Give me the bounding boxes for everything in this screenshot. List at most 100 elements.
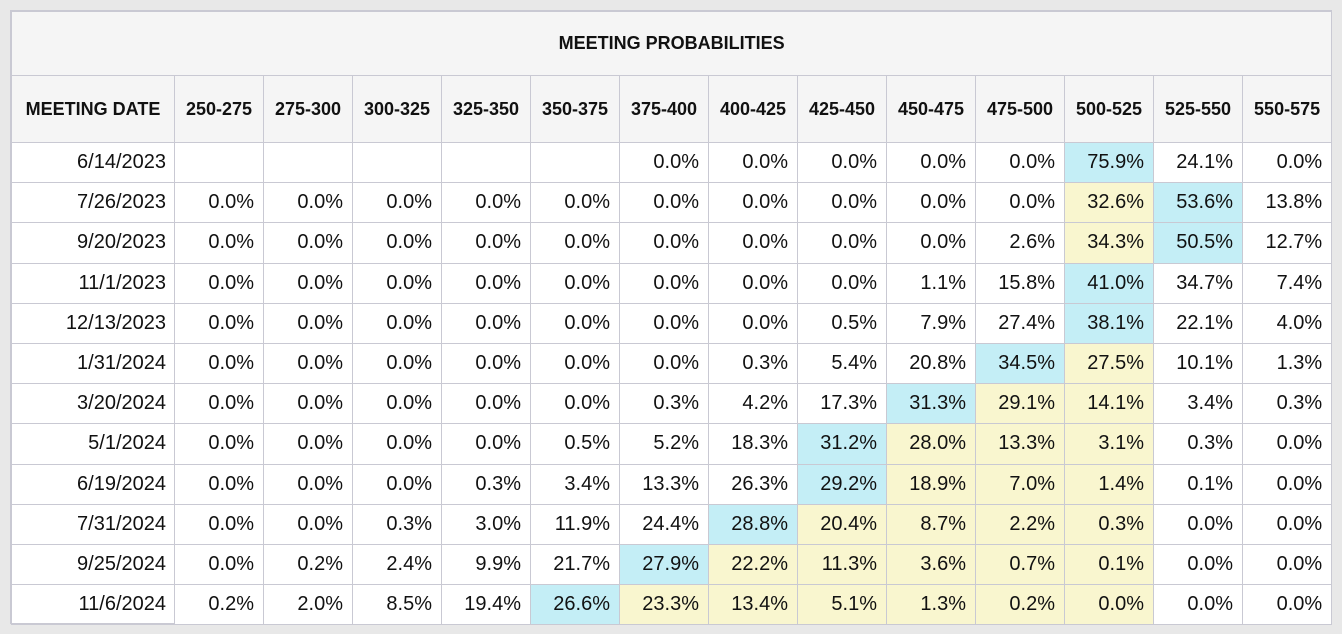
- probability-cell: 0.0%: [1241, 503, 1333, 545]
- probability-cell: 0.0%: [530, 222, 620, 264]
- probability-cell: 0.0%: [886, 182, 976, 224]
- probability-cell: 27.9%: [619, 543, 709, 586]
- meeting-date-cell: 7/26/2023: [11, 182, 175, 224]
- probability-cell: 13.4%: [708, 584, 798, 626]
- column-header-300-325: 300-325: [352, 75, 442, 143]
- probability-cell: 0.3%: [708, 342, 798, 385]
- table-row: 5/1/2024 0.0% 0.0% 0.0% 0.0% 0.5% 5.2% 18.3% 31.…: [11, 423, 1333, 465]
- probability-cell: 0.0%: [530, 383, 620, 425]
- table-row: 11/6/2024 0.2% 2.0% 8.5% 19.4% 26.6% 23.3% 13.4…: [11, 584, 1333, 626]
- probability-cell: 0.0%: [441, 262, 531, 304]
- probability-cell: 0.1%: [1064, 543, 1154, 586]
- probability-cell: 0.0%: [263, 222, 353, 264]
- probability-cell: 24.1%: [1153, 141, 1243, 184]
- probability-cell: 3.4%: [1153, 383, 1243, 425]
- probability-cell: 29.1%: [975, 383, 1065, 425]
- probability-cell: 0.0%: [352, 262, 442, 304]
- probability-cell: 0.0%: [352, 423, 442, 465]
- probability-cell: 0.0%: [530, 262, 620, 304]
- probability-cell: 15.8%: [975, 262, 1065, 304]
- probability-cell: 4.0%: [1241, 302, 1333, 344]
- probability-cell: 1.4%: [1064, 463, 1154, 505]
- meeting-date-cell: 5/1/2024: [11, 423, 175, 465]
- probability-cell: 34.5%: [975, 342, 1065, 385]
- meeting-date-cell: 1/31/2024: [11, 342, 175, 385]
- probability-cell: 0.0%: [174, 503, 264, 545]
- probability-cell: 0.0%: [530, 302, 620, 344]
- meeting-date-cell: 9/20/2023: [11, 222, 175, 264]
- probability-cell: 0.0%: [708, 141, 798, 184]
- probability-cell: 0.0%: [619, 342, 709, 385]
- probability-cell: 26.3%: [708, 463, 798, 505]
- probability-cell: 0.0%: [352, 182, 442, 224]
- probability-cell: 32.6%: [1064, 182, 1154, 224]
- meeting-date-cell: 9/25/2024: [11, 543, 175, 586]
- column-header-400-425: 400-425: [708, 75, 798, 143]
- probability-cell: 0.0%: [263, 302, 353, 344]
- probability-cell: [352, 141, 442, 184]
- probability-cell: 14.1%: [1064, 383, 1154, 425]
- probability-cell: 11.9%: [530, 503, 620, 545]
- meeting-date-cell: 6/19/2024: [11, 463, 175, 505]
- column-header-425-450: 425-450: [797, 75, 887, 143]
- probability-cell: 0.0%: [174, 463, 264, 505]
- column-header-525-550: 525-550: [1153, 75, 1243, 143]
- probability-cell: 0.0%: [619, 262, 709, 304]
- title-row: MEETING PROBABILITIES: [10, 11, 1333, 76]
- probability-cell: 2.2%: [975, 503, 1065, 545]
- meeting-date-cell: 12/13/2023: [11, 302, 175, 344]
- probability-cell: 0.3%: [1153, 423, 1243, 465]
- probability-cell: 17.3%: [797, 383, 887, 425]
- table-row: 6/14/2023 0.0% 0.0% 0.0% 0.0% 0.0% 75.9% 24.1% 0…: [11, 141, 1333, 184]
- probability-cell: 0.0%: [619, 222, 709, 264]
- probability-cell: 0.3%: [1241, 383, 1333, 425]
- probability-cell: 0.0%: [174, 302, 264, 344]
- probability-cell: 22.1%: [1153, 302, 1243, 344]
- table-body: 6/14/2023 0.0% 0.0% 0.0% 0.0% 0.0% 75.9% 24.1% 0…: [11, 141, 1333, 626]
- column-header-475-500: 475-500: [975, 75, 1065, 143]
- probability-cell: 0.0%: [441, 182, 531, 224]
- probability-cell: 34.7%: [1153, 262, 1243, 304]
- probability-cell: 0.5%: [797, 302, 887, 344]
- probability-cell: 0.0%: [352, 222, 442, 264]
- probability-cell: 0.0%: [1241, 584, 1333, 626]
- probability-cell: 31.3%: [886, 383, 976, 425]
- probability-cell: 0.3%: [441, 463, 531, 505]
- probability-cell: 0.0%: [797, 141, 887, 184]
- column-header-325-350: 325-350: [441, 75, 531, 143]
- probability-cell: 5.4%: [797, 342, 887, 385]
- column-header-500-525: 500-525: [1064, 75, 1154, 143]
- probability-cell: 0.0%: [263, 262, 353, 304]
- probability-cell: 0.0%: [441, 302, 531, 344]
- probability-cell: 27.5%: [1064, 342, 1154, 385]
- probability-cell: 26.6%: [530, 584, 620, 626]
- table-title: MEETING PROBABILITIES: [10, 11, 1333, 76]
- column-header-450-475: 450-475: [886, 75, 976, 143]
- probability-cell: 0.0%: [530, 182, 620, 224]
- probability-cell: 13.8%: [1241, 182, 1333, 224]
- meeting-probabilities-table: MEETING PROBABILITIES MEETING DATE 250-2…: [10, 11, 1333, 626]
- probability-cell: 0.0%: [441, 222, 531, 264]
- probability-cell: 0.0%: [352, 302, 442, 344]
- probability-cell: 0.0%: [174, 383, 264, 425]
- probability-cell: 20.8%: [886, 342, 976, 385]
- probability-cell: 0.2%: [263, 543, 353, 586]
- probability-cell: 0.0%: [263, 182, 353, 224]
- probability-cell: [441, 141, 531, 184]
- table-row: 7/26/2023 0.0% 0.0% 0.0% 0.0% 0.0% 0.0% 0.0% 0.0…: [11, 182, 1333, 224]
- probability-cell: 0.3%: [619, 383, 709, 425]
- probability-cell: 0.0%: [441, 342, 531, 385]
- probability-cell: 7.4%: [1241, 262, 1333, 304]
- probability-cell: 28.8%: [708, 503, 798, 545]
- table-row: 9/25/2024 0.0% 0.2% 2.4% 9.9% 21.7% 27.9% 22.2%…: [11, 543, 1333, 586]
- column-header-275-300: 275-300: [263, 75, 353, 143]
- probability-cell: 18.9%: [886, 463, 976, 505]
- table-row: 3/20/2024 0.0% 0.0% 0.0% 0.0% 0.0% 0.3% 4.2% 17.…: [11, 383, 1333, 425]
- probability-cell: 0.0%: [1153, 503, 1243, 545]
- probability-cell: 22.2%: [708, 543, 798, 586]
- meeting-date-cell: 11/6/2024: [11, 584, 175, 626]
- probability-cell: 4.2%: [708, 383, 798, 425]
- probability-cell: 3.4%: [530, 463, 620, 505]
- probability-cell: 8.7%: [886, 503, 976, 545]
- probability-cell: 24.4%: [619, 503, 709, 545]
